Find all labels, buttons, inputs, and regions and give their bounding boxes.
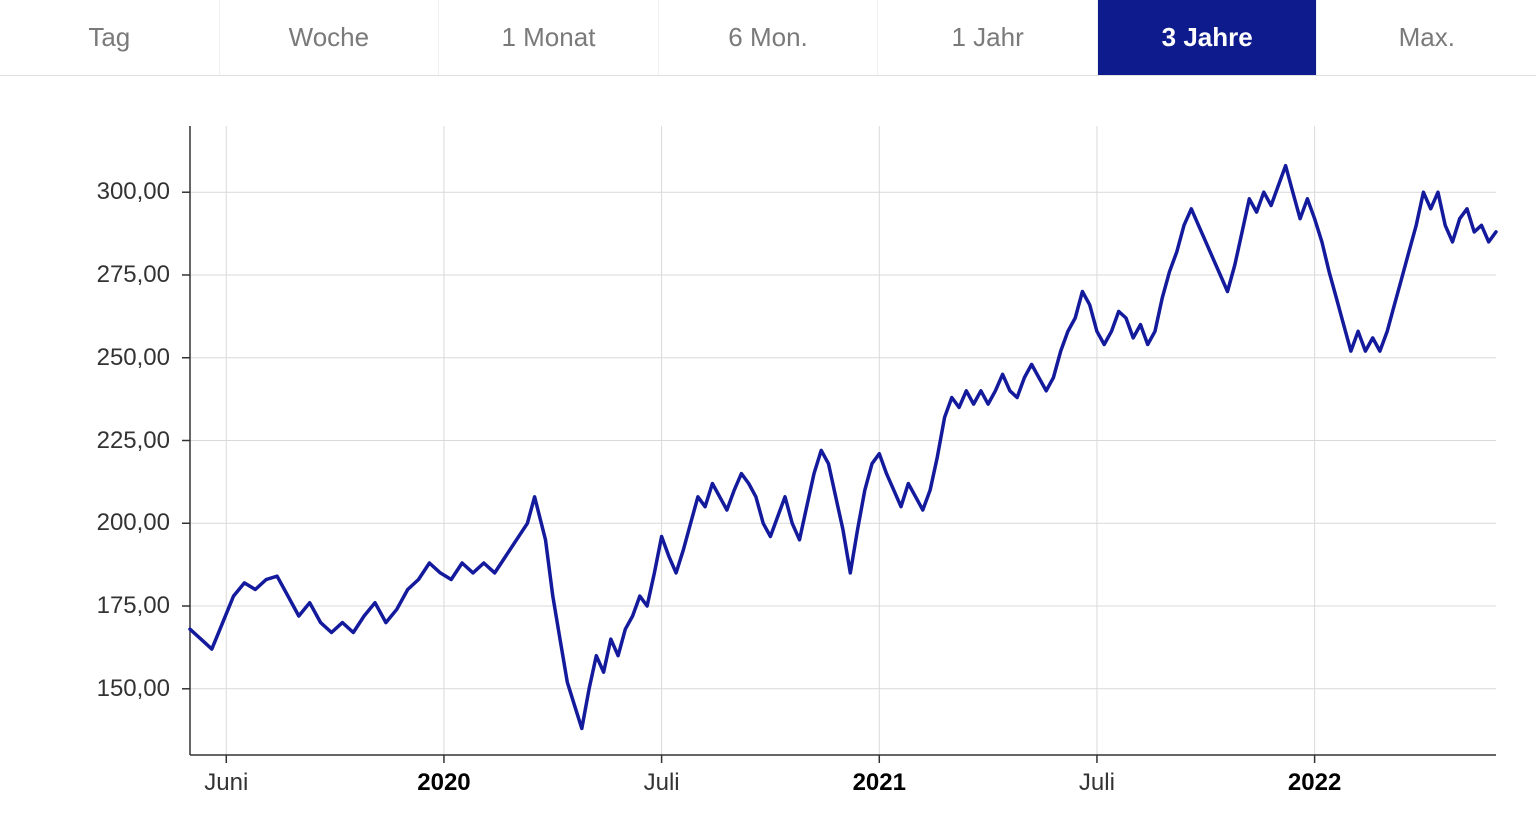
tab-label: 6 Mon. [728, 22, 808, 52]
tab-label: Tag [88, 22, 130, 52]
x-axis-labels: Juni 2020 Juli 2021 Juli 2022 [0, 769, 1536, 809]
tab-tag[interactable]: Tag [0, 0, 220, 75]
tab-1monat[interactable]: 1 Monat [439, 0, 659, 75]
tab-6mon[interactable]: 6 Mon. [659, 0, 879, 75]
price-chart: 150,00 175,00 200,00 225,00 250,00 275,00 300,… [0, 76, 1536, 813]
tab-label: 1 Jahr [951, 22, 1023, 52]
x-tick-label: Juli [644, 769, 680, 797]
tab-label: 3 Jahre [1162, 22, 1253, 52]
x-tick-label: 2021 [853, 769, 906, 797]
tab-3jahre[interactable]: 3 Jahre [1098, 0, 1318, 75]
y-tick-label: 250,00 [0, 344, 170, 372]
y-tick-label: 175,00 [0, 592, 170, 620]
chart-canvas [0, 76, 1536, 813]
y-axis-labels: 150,00 175,00 200,00 225,00 250,00 275,00 300,… [0, 76, 170, 813]
y-tick-label: 300,00 [0, 178, 170, 206]
tab-label: Woche [289, 22, 369, 52]
tab-label: 1 Monat [501, 22, 595, 52]
x-tick-label: 2022 [1288, 769, 1341, 797]
time-range-tabs: Tag Woche 1 Monat 6 Mon. 1 Jahr 3 Jahre … [0, 0, 1536, 76]
tab-woche[interactable]: Woche [220, 0, 440, 75]
tab-max[interactable]: Max. [1317, 0, 1536, 75]
y-tick-label: 200,00 [0, 509, 170, 537]
x-tick-label: Juni [204, 769, 248, 797]
tab-label: Max. [1399, 22, 1455, 52]
x-tick-label: Juli [1079, 769, 1115, 797]
y-tick-label: 225,00 [0, 427, 170, 455]
x-tick-label: 2020 [417, 769, 470, 797]
y-tick-label: 150,00 [0, 675, 170, 703]
y-tick-label: 275,00 [0, 261, 170, 289]
tab-1jahr[interactable]: 1 Jahr [878, 0, 1098, 75]
